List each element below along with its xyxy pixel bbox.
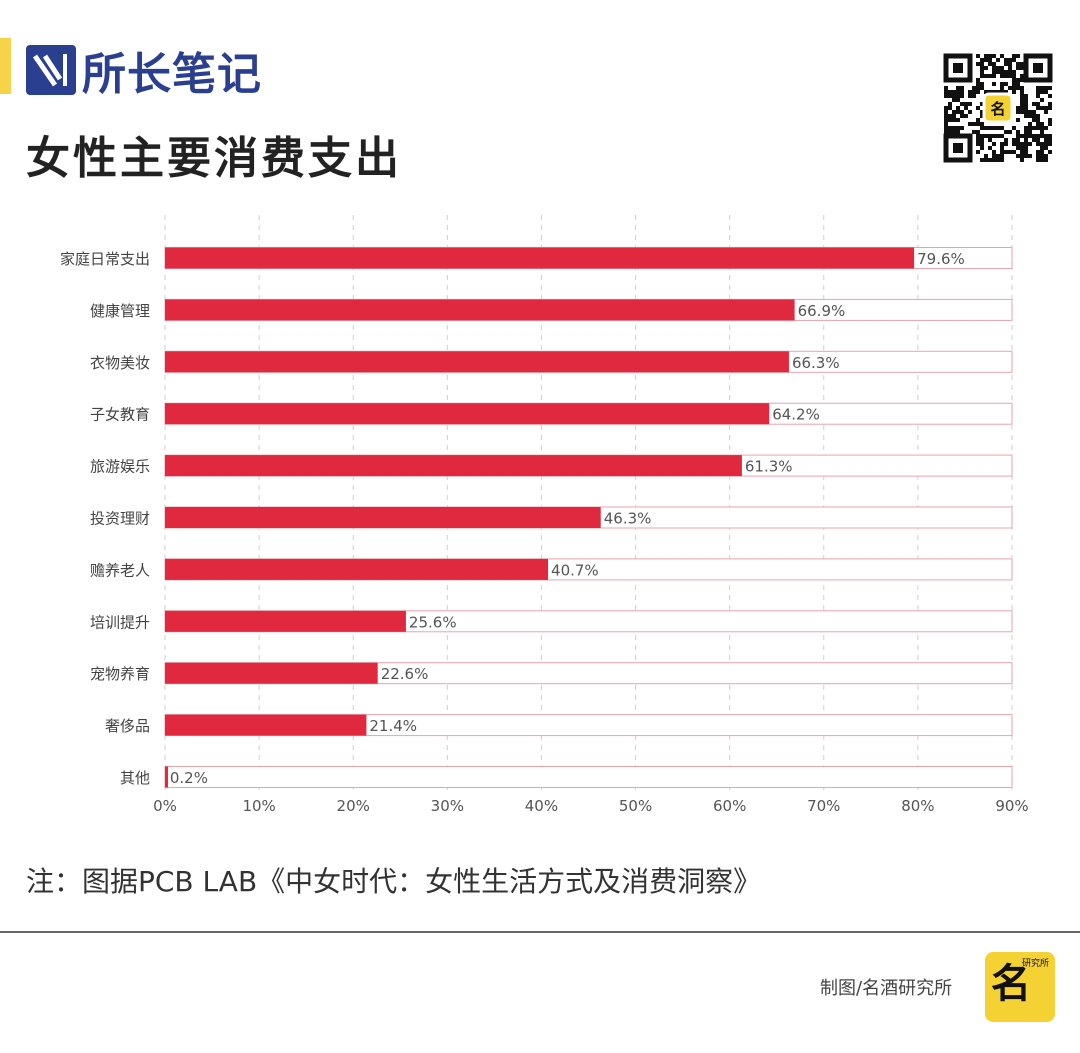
category-label: 宠物养育 [90, 665, 150, 683]
bar [165, 247, 915, 269]
svg-text:名: 名 [990, 100, 1005, 118]
category-label: 投资理财 [90, 510, 150, 528]
value-label: 61.3% [745, 458, 793, 476]
category-label: 旅游娱乐 [90, 458, 150, 476]
chart-x-ticks: 0% 10% 20% 30% 40% 50% 60% 70% 80% 90% [153, 797, 1029, 815]
x-tick-label: 40% [525, 797, 558, 815]
x-tick-label: 70% [807, 797, 840, 815]
value-label: 79.6% [917, 250, 965, 268]
x-tick-label: 10% [242, 797, 275, 815]
x-tick-label: 80% [901, 797, 934, 815]
category-label: 培训提升 [90, 613, 150, 631]
value-label: 25.6% [409, 613, 457, 631]
bar [165, 766, 168, 788]
footer-logo-text: 研究所 [1021, 959, 1049, 969]
chart-labels: 家庭日常支出 79.6% 健康管理 66.9% 衣物美妆 66.3% 子女教育 64.2% 旅游… [60, 250, 965, 787]
x-tick-label: 0% [153, 797, 177, 815]
bar-track [164, 766, 1013, 788]
bar [165, 351, 789, 373]
brand-logo-icon [26, 45, 76, 95]
bar-chart: 家庭日常支出 79.6% 健康管理 66.9% 衣物美妆 66.3% 子女教育 64.2% 旅游… [60, 215, 1029, 815]
category-label: 健康管理 [90, 302, 150, 320]
bar [165, 455, 742, 477]
brand-header: 所长笔记 [26, 42, 262, 100]
chart-credit: 制图/名酒研究所 [820, 978, 953, 999]
value-label: 22.6% [381, 665, 429, 683]
chart-bars [165, 247, 915, 788]
bar [165, 403, 770, 425]
bar [165, 558, 549, 580]
x-tick-label: 30% [431, 797, 464, 815]
value-label: 40.7% [551, 561, 599, 579]
accent-bar [0, 38, 11, 94]
page-title: 女性主要消费支出 [26, 133, 402, 184]
x-tick-label: 50% [619, 797, 652, 815]
category-label: 奢侈品 [105, 717, 150, 735]
footer-logo-icon: 研究所 名 [985, 952, 1055, 1022]
chart-grid [164, 215, 1013, 792]
bar [165, 714, 367, 736]
brand-name: 所长笔记 [82, 49, 262, 100]
category-label: 其他 [120, 769, 150, 787]
category-label: 子女教育 [90, 406, 150, 424]
bar [165, 299, 795, 321]
value-label: 64.2% [772, 406, 820, 424]
value-label: 66.3% [792, 354, 840, 372]
category-label: 赡养老人 [90, 561, 150, 579]
bar [165, 610, 406, 632]
footer-divider [0, 931, 1080, 933]
category-label: 家庭日常支出 [60, 250, 150, 268]
bar [165, 662, 378, 684]
x-tick-label: 20% [337, 797, 370, 815]
bar [165, 507, 601, 528]
x-tick-label: 90% [995, 797, 1028, 815]
value-label: 46.3% [604, 510, 652, 528]
category-label: 衣物美妆 [90, 354, 150, 372]
qr-code-icon: 名 [942, 52, 1054, 164]
source-note: 注：图据PCB LAB《中女时代：女性生活方式及消费洞察》 [26, 865, 762, 898]
x-tick-label: 60% [713, 797, 746, 815]
value-label: 66.9% [798, 302, 846, 320]
value-label: 21.4% [369, 717, 417, 735]
value-label: 0.2% [170, 769, 208, 787]
